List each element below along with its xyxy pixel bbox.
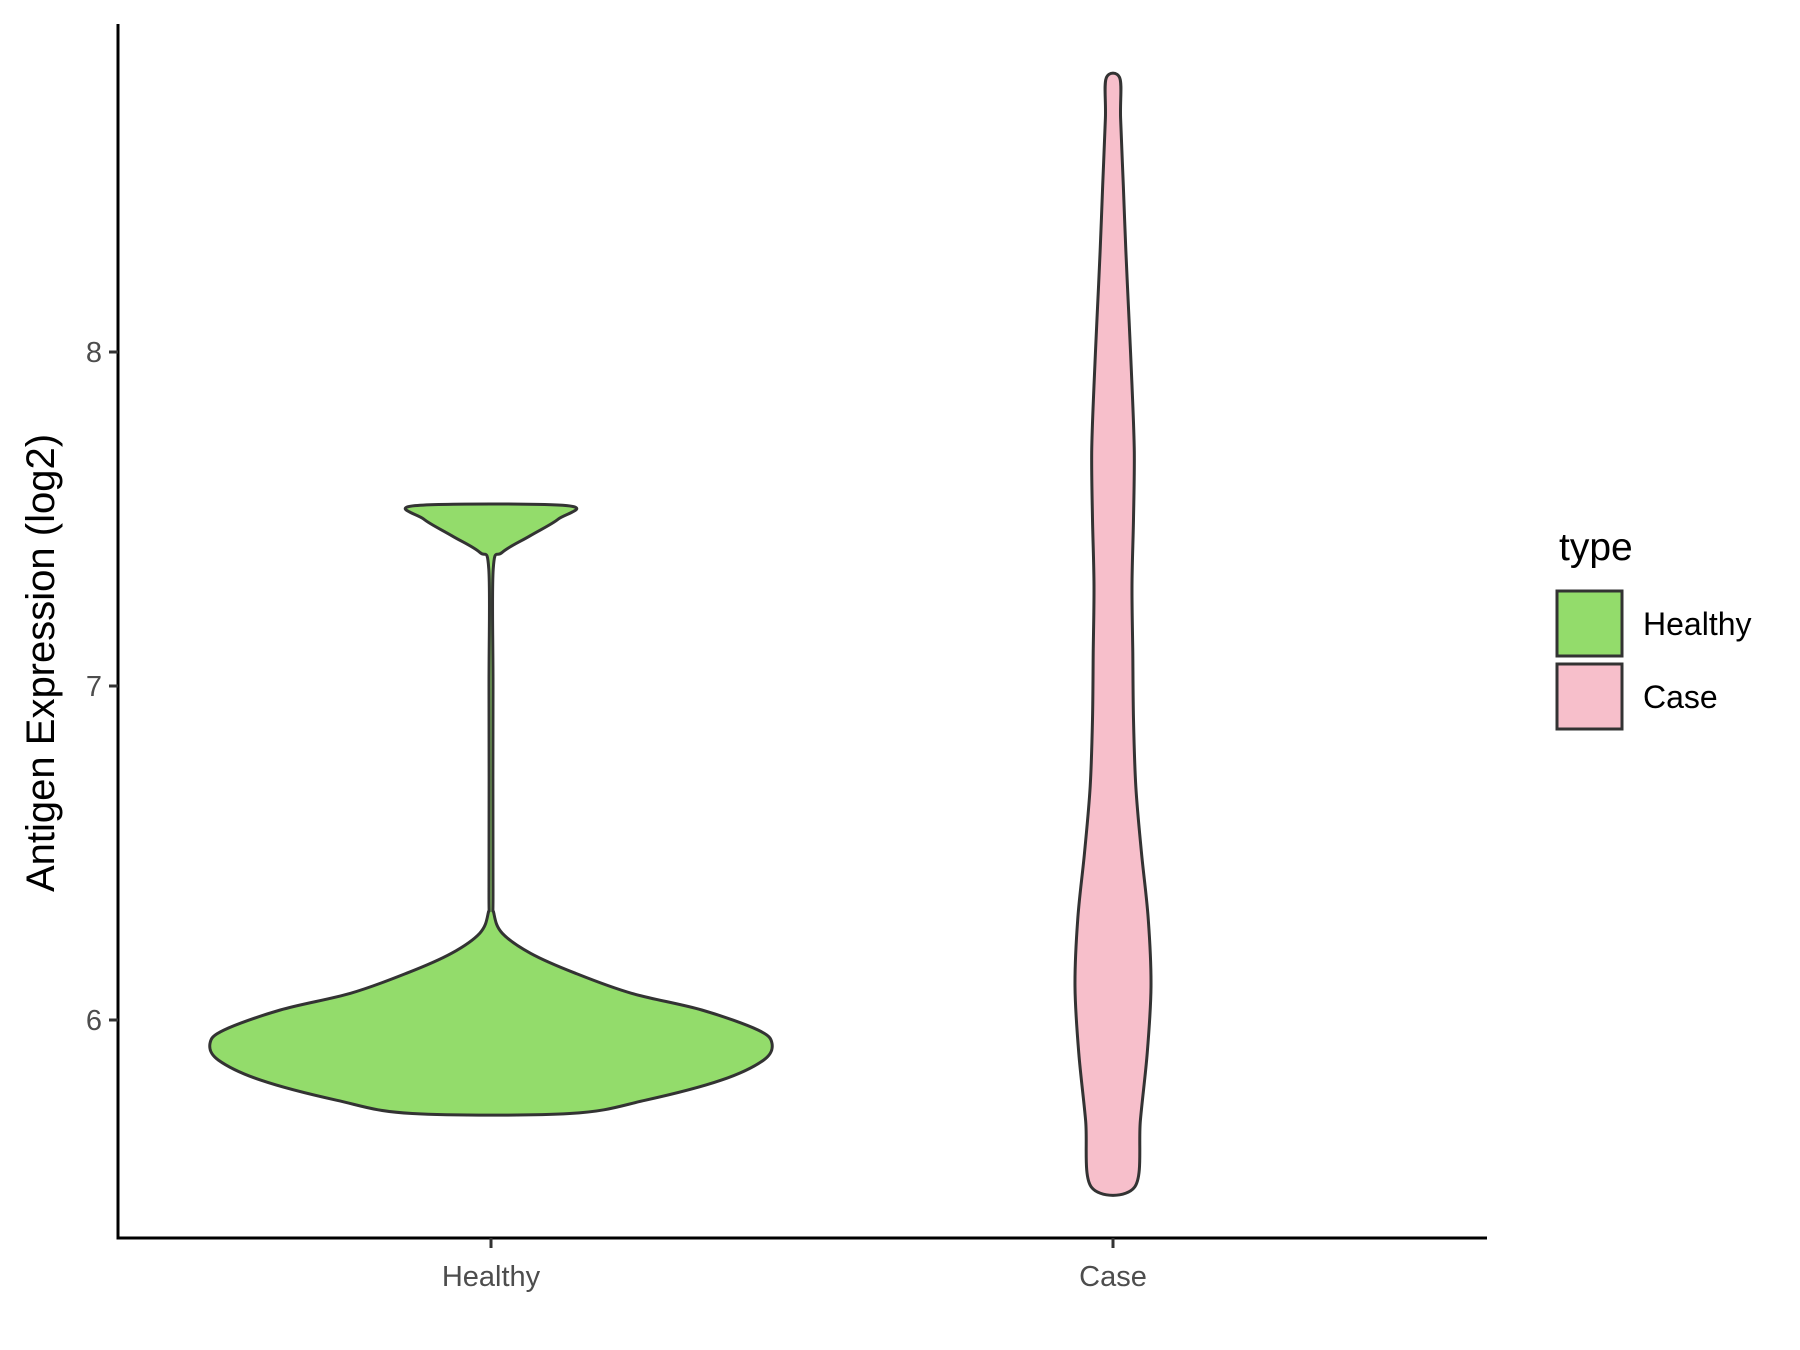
y-axis-title: Antigen Expression (log2) [19, 434, 63, 892]
violin-case [1073, 71, 1153, 1197]
y-tick-label: 6 [86, 1005, 102, 1037]
violin-healthy [208, 502, 774, 1117]
legend-title: type [1559, 526, 1633, 569]
y-tick-label: 8 [86, 337, 102, 369]
legend-swatch-healthy [1555, 589, 1624, 658]
x-tick-label: Case [1079, 1261, 1147, 1293]
legend-label-healthy: Healthy [1643, 606, 1752, 642]
y-tick-label: 7 [86, 671, 102, 703]
x-tick-label: Healthy [442, 1261, 541, 1293]
legend-swatch-case [1555, 662, 1624, 731]
axes-layer: 6 7 8 Healthy Case [86, 24, 1487, 1293]
legend: type Healthy Case [1555, 526, 1752, 731]
legend-label-case: Case [1643, 679, 1718, 715]
violins-layer [208, 71, 1153, 1197]
